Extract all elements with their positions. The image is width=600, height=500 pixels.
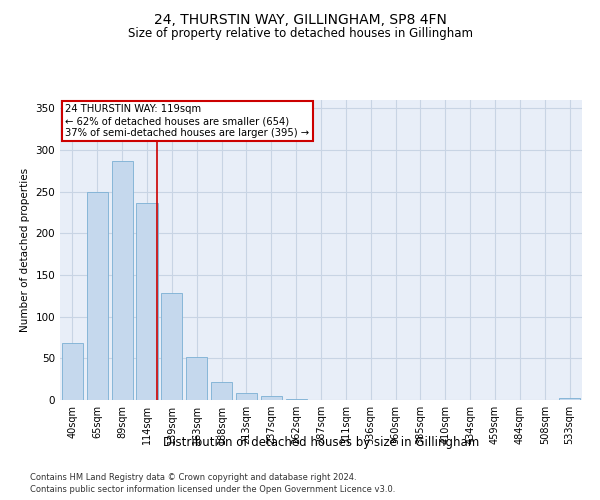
Bar xyxy=(62,344,83,400)
Text: Contains HM Land Registry data © Crown copyright and database right 2024.: Contains HM Land Registry data © Crown c… xyxy=(30,472,356,482)
Bar xyxy=(136,204,158,400)
Y-axis label: Number of detached properties: Number of detached properties xyxy=(20,168,30,332)
Bar xyxy=(186,356,207,400)
Text: Contains public sector information licensed under the Open Government Licence v3: Contains public sector information licen… xyxy=(30,485,395,494)
Bar xyxy=(211,382,232,400)
Text: 24, THURSTIN WAY, GILLINGHAM, SP8 4FN: 24, THURSTIN WAY, GILLINGHAM, SP8 4FN xyxy=(154,12,446,26)
Bar xyxy=(236,392,257,400)
Text: Distribution of detached houses by size in Gillingham: Distribution of detached houses by size … xyxy=(163,436,479,449)
Bar xyxy=(112,161,133,400)
Text: 24 THURSTIN WAY: 119sqm
← 62% of detached houses are smaller (654)
37% of semi-d: 24 THURSTIN WAY: 119sqm ← 62% of detache… xyxy=(65,104,310,138)
Bar xyxy=(87,192,108,400)
Bar xyxy=(161,294,182,400)
Bar xyxy=(559,398,580,400)
Bar xyxy=(286,399,307,400)
Bar xyxy=(261,396,282,400)
Text: Size of property relative to detached houses in Gillingham: Size of property relative to detached ho… xyxy=(128,28,473,40)
